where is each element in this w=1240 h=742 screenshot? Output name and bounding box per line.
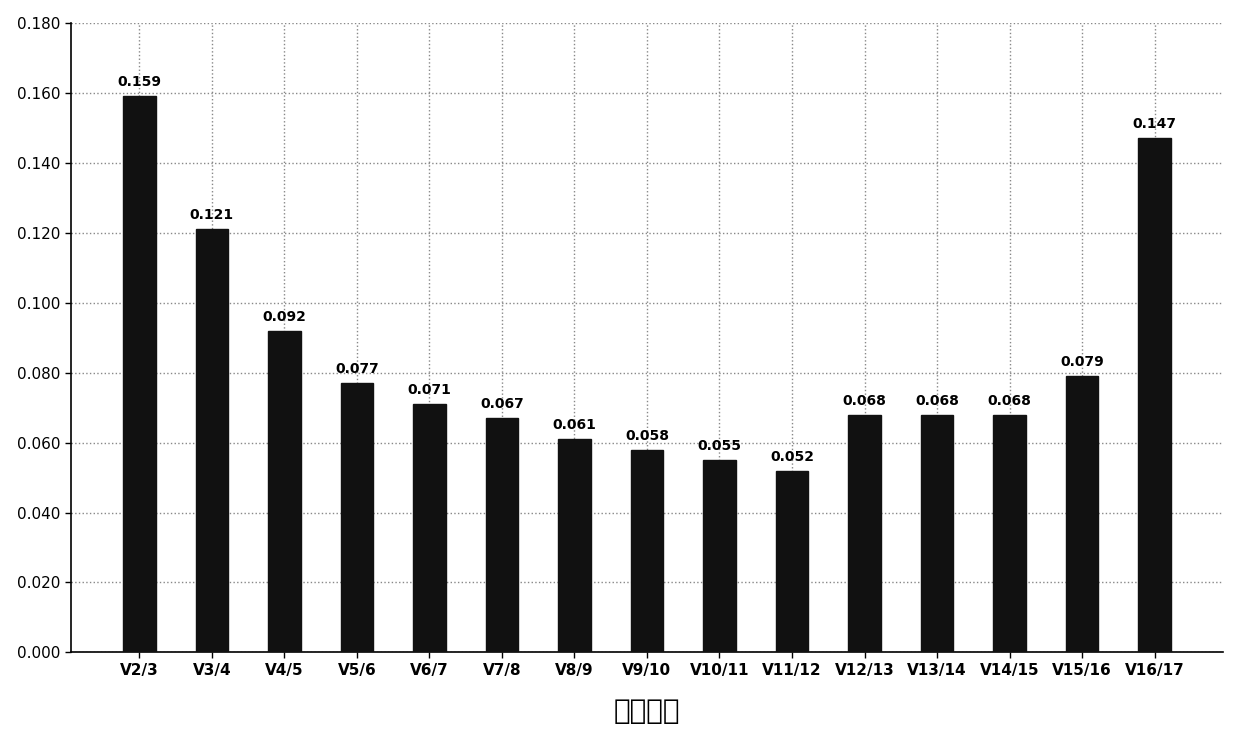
Bar <box>486 418 518 652</box>
Bar <box>993 415 1025 652</box>
Bar <box>1065 376 1099 652</box>
Bar <box>703 460 735 652</box>
Text: 0.121: 0.121 <box>190 208 234 222</box>
Text: 0.092: 0.092 <box>263 309 306 324</box>
Text: 0.068: 0.068 <box>915 393 959 407</box>
Text: 0.055: 0.055 <box>697 439 742 453</box>
Bar <box>1138 138 1171 652</box>
Bar <box>776 470 808 652</box>
Text: 0.079: 0.079 <box>1060 355 1104 369</box>
Bar <box>558 439 590 652</box>
Text: 0.071: 0.071 <box>408 383 451 397</box>
X-axis label: 成对变化: 成对变化 <box>614 697 681 726</box>
Bar <box>413 404 445 652</box>
Text: 0.058: 0.058 <box>625 429 668 442</box>
Bar <box>631 450 663 652</box>
Text: 0.061: 0.061 <box>553 418 596 432</box>
Text: 0.077: 0.077 <box>335 362 378 376</box>
Text: 0.052: 0.052 <box>770 450 813 464</box>
Bar <box>341 383 373 652</box>
Text: 0.068: 0.068 <box>843 393 887 407</box>
Bar <box>268 331 300 652</box>
Text: 0.068: 0.068 <box>987 393 1032 407</box>
Bar <box>123 96 155 652</box>
Text: 0.147: 0.147 <box>1132 117 1177 131</box>
Bar <box>921 415 954 652</box>
Bar <box>196 229 228 652</box>
Text: 0.159: 0.159 <box>118 75 161 89</box>
Text: 0.067: 0.067 <box>480 397 523 411</box>
Bar <box>848 415 880 652</box>
